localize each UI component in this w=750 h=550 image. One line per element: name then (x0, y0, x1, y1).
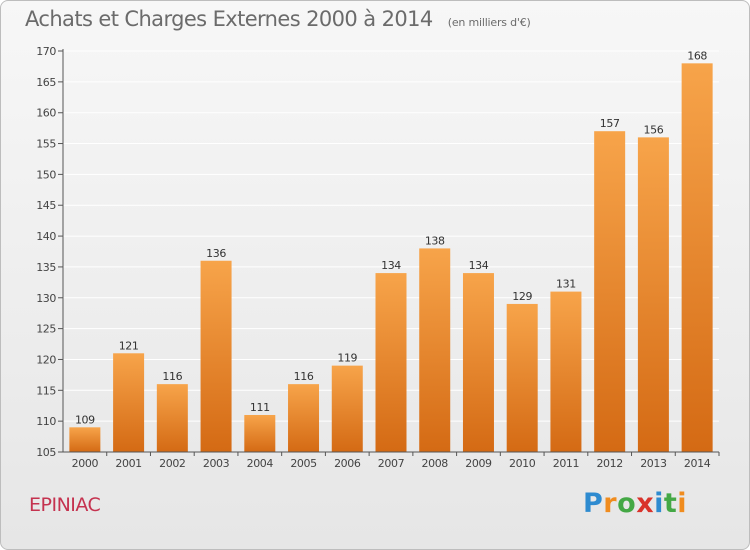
x-tick-label: 2003 (203, 457, 230, 470)
y-tick-label: 105 (36, 446, 56, 459)
bar (419, 248, 451, 452)
bar (69, 427, 101, 452)
value-label: 111 (250, 401, 270, 414)
bar (375, 273, 407, 452)
logo-letter: x (636, 488, 655, 519)
axes (58, 49, 720, 456)
y-tick-label: 140 (36, 230, 56, 243)
bar (156, 384, 188, 452)
x-tick-label: 2001 (115, 457, 141, 470)
x-tick-label: 2013 (640, 457, 667, 470)
value-label: 134 (381, 259, 401, 272)
y-tick-label: 165 (36, 76, 56, 89)
x-tick-label: 2008 (422, 457, 449, 470)
bar (331, 365, 363, 452)
y-tick-label: 160 (36, 107, 56, 120)
value-label: 116 (162, 370, 182, 383)
value-label: 109 (75, 413, 95, 426)
x-tick-label: 2014 (684, 457, 711, 470)
labels: 105 110 115 120 125 130 135 140 145 150 155 160 165 1… (36, 45, 711, 470)
y-tick-label: 170 (36, 45, 56, 58)
value-label: 119 (337, 352, 357, 365)
y-tick-label: 110 (36, 415, 56, 428)
y-tick-label: 115 (36, 384, 56, 397)
y-tick-label: 135 (36, 261, 56, 274)
logo-letter: r (603, 488, 618, 519)
bar (550, 291, 582, 452)
logo-letter: i (677, 488, 688, 519)
value-label: 168 (687, 49, 707, 62)
bar (462, 273, 494, 452)
logo-letter: P (583, 488, 604, 519)
y-tick-label: 145 (36, 199, 56, 212)
y-tick-label: 155 (36, 138, 56, 151)
x-tick-label: 2006 (334, 457, 361, 470)
logo-letter: t (663, 488, 678, 519)
bar (244, 414, 276, 452)
x-tick-label: 2010 (509, 457, 536, 470)
chart-title-block: Achats et Charges Externes 2000 à 2014 (… (25, 7, 531, 31)
value-label: 138 (425, 234, 445, 247)
logo-letter: i (654, 488, 664, 519)
value-label: 129 (512, 290, 532, 303)
bar (594, 131, 626, 452)
x-tick-label: 2007 (378, 457, 405, 470)
value-label: 136 (206, 247, 226, 260)
chart-title: Achats et Charges Externes 2000 à 2014 (25, 7, 433, 31)
x-tick-label: 2005 (290, 457, 317, 470)
value-label: 116 (294, 370, 314, 383)
value-label: 134 (469, 259, 489, 272)
y-tick-label: 120 (36, 353, 56, 366)
value-label: 131 (556, 278, 576, 291)
x-tick-label: 2000 (72, 457, 99, 470)
bar (288, 384, 320, 452)
bar (200, 260, 232, 452)
bar (681, 63, 713, 452)
chart-unit: (en milliers d'€) (447, 16, 531, 29)
x-tick-label: 2009 (465, 457, 492, 470)
bar (506, 303, 538, 452)
value-label: 156 (644, 123, 664, 136)
value-label: 157 (600, 117, 620, 130)
x-tick-label: 2004 (247, 457, 274, 470)
x-tick-label: 2011 (553, 457, 579, 470)
y-tick-label: 125 (36, 323, 56, 336)
bars (69, 63, 713, 452)
logo-letter: o (617, 488, 637, 519)
value-label: 121 (119, 339, 139, 352)
bar (113, 353, 145, 452)
bar (637, 137, 669, 452)
proxiti-logo: Proxiti (583, 488, 687, 519)
y-tick-label: 130 (36, 292, 56, 305)
y-tick-label: 150 (36, 168, 56, 181)
place-name: EPINIAC (29, 494, 101, 516)
x-tick-label: 2012 (596, 457, 622, 470)
x-tick-label: 2002 (159, 457, 185, 470)
